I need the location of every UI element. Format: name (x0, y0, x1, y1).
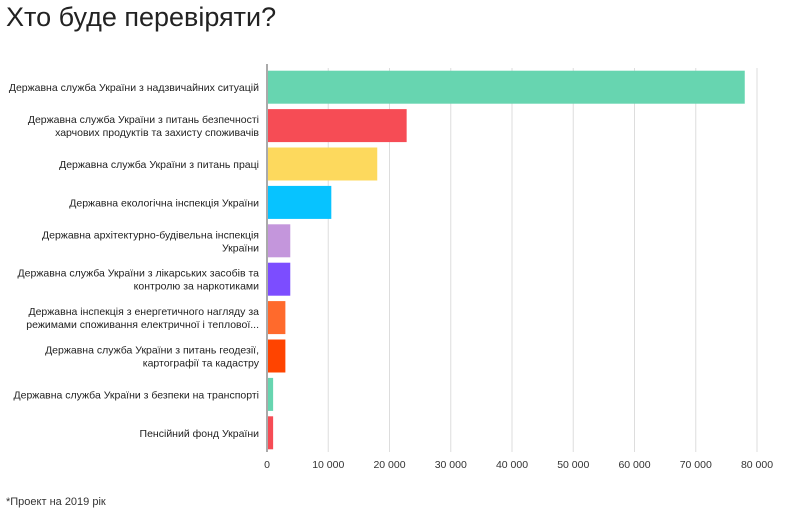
x-axis-tick-labels: 0 10 000 20 000 30 000 40 000 50 000 60 000 70 … (264, 459, 773, 471)
footnote: *Проект на 2019 рік (6, 496, 106, 508)
category-label: контролю за наркотиками (134, 281, 259, 293)
x-tick-label: 0 (264, 459, 270, 471)
category-label: Державна служба України з надзвичайних с… (9, 82, 259, 94)
bar (268, 377, 274, 411)
x-tick-label: 40 000 (496, 459, 528, 471)
category-label: Державна служба України з безпеки на тра… (14, 389, 260, 401)
category-label: Державна служба України з питань геодезі… (45, 345, 259, 357)
category-label: режимами споживання електричної і теплов… (26, 319, 259, 331)
bar (268, 109, 407, 143)
category-label: харчових продуктів та захисту споживачів (55, 127, 259, 139)
x-tick-label: 70 000 (680, 459, 712, 471)
category-label: Державна інспекція з енергетичного нагля… (28, 306, 259, 318)
bar (268, 224, 291, 258)
bar (268, 70, 745, 104)
category-label: картографії та кадастру (143, 358, 260, 370)
category-label: України (222, 242, 259, 254)
bar (268, 147, 378, 181)
chart-title: Хто буде перевіряти? (6, 2, 277, 32)
category-label: Державна служба України з питань безпечн… (28, 114, 259, 126)
bar (268, 301, 286, 335)
bar (268, 416, 274, 450)
bar (268, 185, 332, 219)
x-tick-label: 20 000 (373, 459, 405, 471)
category-label: Державна служба України з лікарських зас… (18, 268, 260, 280)
category-label: Державна служба України з питань праці (59, 159, 259, 171)
bar (268, 262, 291, 296)
x-tick-label: 10 000 (312, 459, 344, 471)
x-tick-label: 30 000 (435, 459, 467, 471)
x-tick-label: 80 000 (741, 459, 773, 471)
category-label: Державна архітектурно-будівельна інспекц… (42, 229, 259, 241)
bar (268, 339, 286, 373)
x-tick-label: 60 000 (618, 459, 650, 471)
bars (268, 70, 745, 450)
category-label: Державна екологічна інспекція України (69, 197, 259, 209)
category-label: Пенсійний фонд України (140, 428, 260, 440)
category-labels: Державна служба України з надзвичайних с… (9, 82, 260, 440)
x-tick-label: 50 000 (557, 459, 589, 471)
